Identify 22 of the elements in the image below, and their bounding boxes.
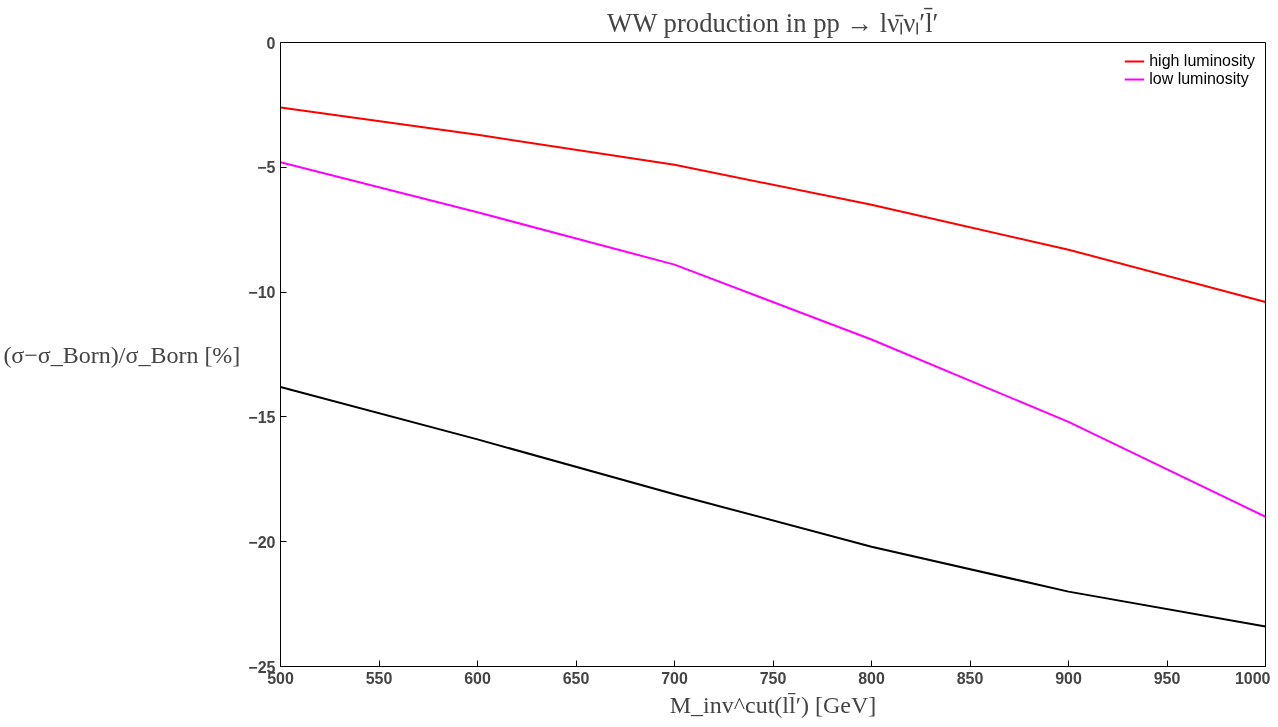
x-tick-label: 650 <box>562 669 590 687</box>
line-series <box>280 106 1266 304</box>
x-tick-label: 950 <box>1153 669 1181 687</box>
x-tick-label: 1000 <box>1234 669 1271 687</box>
y-tick-label: −10 <box>248 284 276 302</box>
x-tick-label: 600 <box>464 669 491 687</box>
x-tick-label: 700 <box>661 669 688 687</box>
y-tick-label: −15 <box>248 408 276 426</box>
y-tick-label: 0 <box>266 34 276 52</box>
x-tick-label: 800 <box>858 669 885 687</box>
legend-label: high luminosity <box>1149 52 1255 70</box>
x-tick-label: 900 <box>1055 669 1082 687</box>
chart-title: WW production in pp → lν̄ₗνₗ′l̄′ <box>607 7 939 38</box>
x-axis-title: M_inv^cut(ll̄′) [GeV] <box>669 691 877 718</box>
y-tick-label: −5 <box>257 159 276 177</box>
legend-label: low luminosity <box>1149 70 1249 88</box>
y-axis-title: (σ−σ_Born)/σ_Born [%] <box>3 341 241 368</box>
x-tick-label: 750 <box>759 669 787 687</box>
x-tick-label: 850 <box>956 669 984 687</box>
line-series <box>280 161 1266 518</box>
x-tick-label: 550 <box>365 669 393 687</box>
y-tick-label: −20 <box>248 533 276 551</box>
